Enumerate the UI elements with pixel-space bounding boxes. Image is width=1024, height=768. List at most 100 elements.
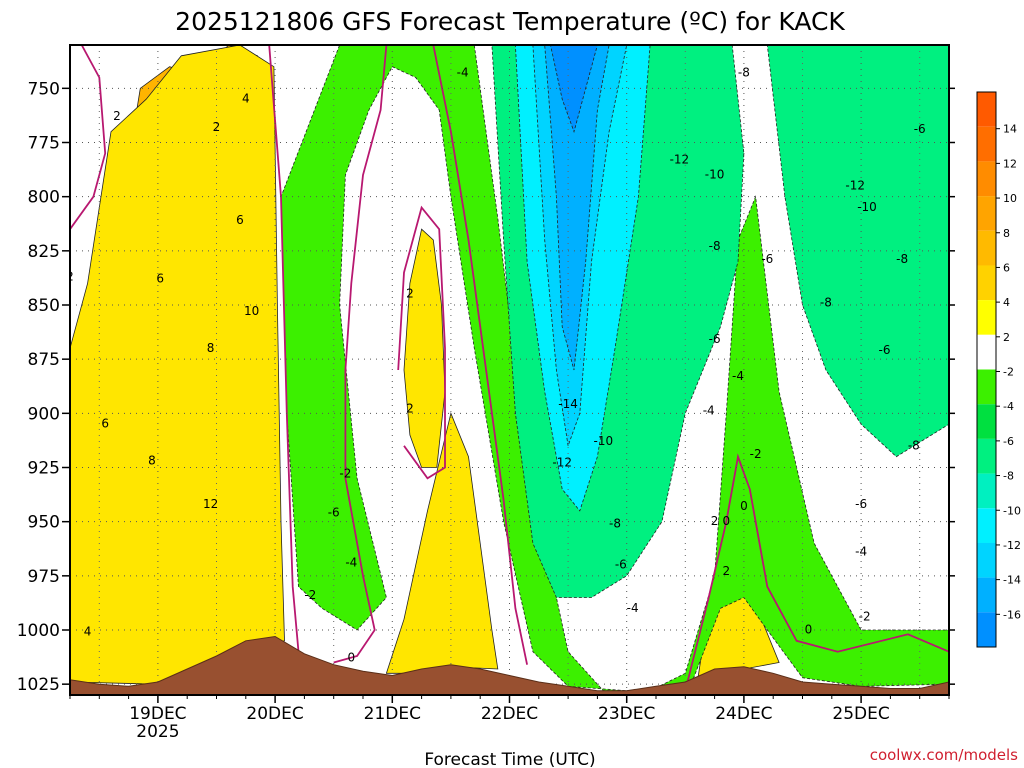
contour-label: -4 xyxy=(732,369,744,383)
colorbar-bin xyxy=(977,334,996,370)
x-tick-label: 23DEC xyxy=(598,704,655,724)
colorbar-label: -16 xyxy=(1003,608,1021,621)
credit-label: coolwx.com/models xyxy=(870,746,1018,764)
x-axis-label: Forecast Time (UTC) xyxy=(424,750,595,768)
contour-label: -4 xyxy=(345,555,357,569)
contour-label: -6 xyxy=(914,122,926,136)
colorbar-bin xyxy=(977,577,996,613)
temperature-zone-12 xyxy=(544,45,610,371)
temperature-zone-9 xyxy=(766,45,949,458)
contour-label: 0 xyxy=(740,499,748,513)
contour-label: -4 xyxy=(627,601,639,615)
y-tick-label: 875 xyxy=(28,350,60,370)
contour-label: -10 xyxy=(857,200,877,214)
contour-label: -2 xyxy=(859,610,871,624)
y-tick-label: 1025 xyxy=(17,675,60,695)
contour-label: 10 xyxy=(244,304,259,318)
colorbar-bin xyxy=(977,92,996,127)
chart-title: 2025121806 GFS Forecast Temperature (ºC)… xyxy=(175,7,845,36)
colorbar-bin xyxy=(977,473,996,509)
contour-label: -6 xyxy=(761,252,773,266)
colorbar-bin xyxy=(977,612,996,647)
y-tick-label: 775 xyxy=(28,134,60,154)
y-tick-label: 950 xyxy=(28,513,60,533)
contour-label: 0 xyxy=(722,514,730,528)
freezing-line-5 xyxy=(684,453,949,691)
contour-label: -8 xyxy=(896,252,908,266)
colorbar-bin xyxy=(977,438,996,474)
contour-label: 2 xyxy=(213,120,221,134)
colorbar-bin xyxy=(977,369,996,405)
colorbar-label: 2 xyxy=(1003,331,1010,344)
contour-label: -6 xyxy=(709,332,721,346)
colorbar-bin xyxy=(977,161,996,197)
contour-label: -10 xyxy=(705,168,725,182)
contour-label: 8 xyxy=(207,341,215,355)
contour-label: -8 xyxy=(820,295,832,309)
colorbar-bin xyxy=(977,126,996,162)
contour-label: 6 xyxy=(156,272,164,286)
freezing-line-3 xyxy=(432,45,528,665)
colorbar-bin xyxy=(977,196,996,231)
y-tick-label: 800 xyxy=(28,188,60,208)
contour-label: -8 xyxy=(609,516,621,530)
contour-label: -6 xyxy=(879,343,891,357)
freezing-line-4 xyxy=(397,205,446,480)
y-tick-label: 750 xyxy=(28,79,60,99)
contour-label: -4 xyxy=(703,404,715,418)
contour-label: -6 xyxy=(615,558,627,572)
colorbar-label: 8 xyxy=(1003,227,1010,240)
colorbar-label: -4 xyxy=(1003,400,1014,413)
contour-label: -14 xyxy=(558,397,578,411)
terrain xyxy=(70,635,949,695)
colorbar-label: -2 xyxy=(1003,366,1014,379)
contour-label: 4 xyxy=(242,92,250,106)
colorbar-label: -8 xyxy=(1003,470,1014,483)
contour-label: -12 xyxy=(670,152,690,166)
contour-label: -12 xyxy=(845,178,865,192)
contour-label: 2 xyxy=(66,269,74,283)
colorbar: 14 12 10 8 6 4 2 -2 -4 -6 -8 -10 -12 -14 -16 xyxy=(976,91,1021,648)
x-tick-label: 19DEC xyxy=(129,704,186,724)
x-tick-label: 25DEC xyxy=(832,704,889,724)
x-tick-label: 21DEC xyxy=(364,704,421,724)
colorbar-label: 14 xyxy=(1003,123,1017,136)
contour-label: -4 xyxy=(457,66,469,80)
contour-label: -10 xyxy=(593,434,613,448)
plot-area: 2 2 4 6 6 10 8 6 8 12 4 2 -4 2 2 -2 -6 -4 -2 0 -14 -12 -10 -8 -6… xyxy=(66,45,949,695)
contour-label: 2 xyxy=(722,564,730,578)
y-tick-label: 850 xyxy=(28,296,60,316)
y-tick-label: 900 xyxy=(28,404,60,424)
x-tick-label: 20DEC xyxy=(246,704,303,724)
contour-label: 0 xyxy=(805,623,813,637)
x-tick-label: 24DEC xyxy=(715,704,772,724)
colorbar-bin xyxy=(977,508,996,543)
plot-content: 2 2 4 6 6 10 8 6 8 12 4 2 -4 2 2 -2 -6 -4 -2 0 -14 -12 -10 -8 -6… xyxy=(66,45,949,695)
contour-label: 2 xyxy=(406,287,414,301)
colorbar-bin xyxy=(977,265,996,301)
contour-label: 2 xyxy=(406,402,414,416)
colorbar-bin xyxy=(977,230,996,266)
x-tick-label: 22DEC xyxy=(481,704,538,724)
contour-label: -12 xyxy=(552,456,572,470)
contour-label: 4 xyxy=(84,625,92,639)
colorbar-label: 12 xyxy=(1003,157,1017,170)
contour-label: -4 xyxy=(855,545,867,559)
colorbar-label: -6 xyxy=(1003,435,1014,448)
contour-label: 2 xyxy=(711,514,719,528)
y-tick-label: 825 xyxy=(28,242,60,262)
contour-label: -8 xyxy=(738,66,750,80)
x-tick-sublabel: 2025 xyxy=(136,722,179,742)
contour-label: -8 xyxy=(709,239,721,253)
colorbar-label: 4 xyxy=(1003,296,1010,309)
contour-label: 8 xyxy=(148,454,156,468)
contour-label: 6 xyxy=(236,213,244,227)
temperature-zone-7 xyxy=(280,45,949,692)
y-tick-label: 975 xyxy=(28,567,60,587)
contour-label: -2 xyxy=(304,588,316,602)
colorbar-label: -12 xyxy=(1003,539,1021,552)
contour-label: -2 xyxy=(750,447,762,461)
